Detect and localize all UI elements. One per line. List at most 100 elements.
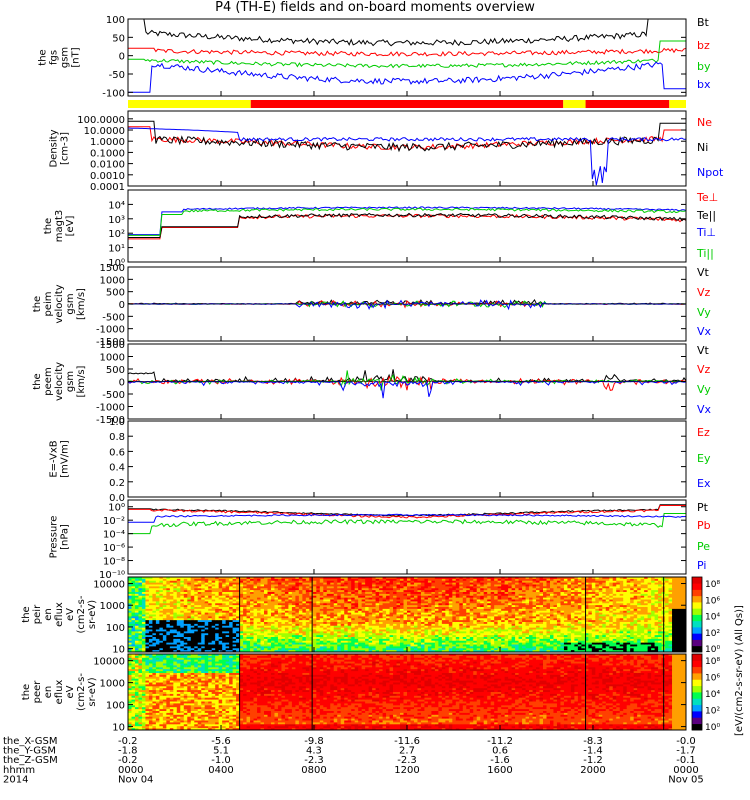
- heatmap-cell: [131, 588, 136, 591]
- heatmap-cell: [277, 631, 282, 634]
- heatmap-cell: [413, 620, 418, 623]
- heatmap-cell: [462, 638, 467, 642]
- heatmap-cell: [532, 601, 537, 604]
- heatmap-cell: [459, 625, 464, 629]
- heatmap-cell: [183, 646, 188, 649]
- heatmap-cell: [267, 593, 272, 597]
- heatmap-cell: [358, 607, 363, 610]
- heatmap-cell: [208, 603, 213, 606]
- heatmap-cell: [480, 610, 485, 614]
- heatmap-cell: [469, 603, 474, 606]
- heatmap-cell: [494, 650, 499, 653]
- heatmap-cell: [372, 603, 377, 606]
- heatmap-cell: [264, 623, 268, 627]
- heatmap-cell: [389, 642, 394, 645]
- heatmap-cell: [211, 588, 216, 591]
- heatmap-cell: [490, 640, 495, 644]
- heatmap-cell: [438, 601, 443, 604]
- heatmap-cell: [466, 612, 471, 615]
- heatmap-cell: [473, 586, 478, 589]
- heatmap-cell: [389, 588, 394, 591]
- heatmap-cell: [532, 586, 537, 589]
- heatmap-cell: [274, 631, 279, 634]
- heatmap-cell: [379, 644, 383, 647]
- heatmap-cell: [354, 588, 359, 591]
- heatmap-cell: [518, 625, 523, 629]
- heatmap-cell: [173, 608, 178, 612]
- heatmap-cell: [253, 590, 258, 593]
- heatmap-cell: [169, 608, 174, 612]
- heatmap-cell: [180, 614, 185, 617]
- heatmap-cell: [522, 627, 526, 630]
- heatmap-cell: [267, 638, 272, 642]
- heatmap-cell: [417, 590, 422, 593]
- heatmap-cell: [490, 629, 495, 632]
- heatmap-cell: [267, 608, 272, 612]
- heatmap-cell: [134, 608, 139, 612]
- heatmap-cell: [316, 623, 321, 627]
- heatmap-cell: [382, 631, 387, 634]
- heatmap-cell: [455, 642, 460, 645]
- heatmap-cell: [424, 635, 429, 638]
- heatmap-cell: [501, 648, 506, 651]
- heatmap-cell: [501, 623, 506, 627]
- heatmap-cell: [134, 599, 139, 602]
- heatmap-cell: [183, 599, 188, 602]
- heatmap-cell: [173, 605, 178, 608]
- panel-5: [127, 343, 687, 420]
- heatmap-cell: [246, 582, 251, 585]
- heatmap-cell: [459, 627, 464, 630]
- heatmap-cell: [138, 603, 143, 606]
- heatmap-cell: [389, 597, 394, 600]
- heatmap-cell: [494, 582, 499, 585]
- heatmap-cell: [138, 642, 143, 645]
- heatmap-cell: [452, 610, 457, 614]
- heatmap-cell: [229, 614, 234, 617]
- legend-Npot: Npot: [697, 166, 724, 179]
- heatmap-cell: [501, 631, 506, 634]
- heatmap-cell: [215, 625, 220, 629]
- heatmap-cell: [529, 623, 533, 627]
- heatmap-cell: [448, 627, 453, 630]
- heatmap-cell: [169, 607, 174, 610]
- heatmap-cell: [152, 580, 157, 584]
- heatmap-cell: [187, 607, 192, 610]
- heatmap-cell: [257, 627, 261, 630]
- heatmap-cell: [344, 586, 349, 589]
- y-tick-label: -500: [102, 390, 125, 401]
- heatmap-cell: [466, 607, 471, 610]
- heatmap-cell: [494, 595, 499, 599]
- heatmap-cell: [448, 646, 453, 649]
- heatmap-cell: [497, 610, 502, 614]
- heatmap-cell: [194, 633, 199, 636]
- heatmap-cell: [291, 612, 296, 615]
- heatmap-cell: [351, 618, 356, 621]
- heatmap-cell: [298, 578, 303, 582]
- y-tick-label: 10⁰: [108, 503, 125, 514]
- heatmap-cell: [190, 614, 195, 617]
- heatmap-cell: [445, 607, 450, 610]
- heatmap-cell: [246, 629, 251, 632]
- heatmap-cell: [319, 629, 324, 632]
- heatmap-cell: [190, 595, 195, 599]
- heatmap-cell: [529, 612, 533, 615]
- heatmap-cell: [452, 635, 457, 638]
- heatmap-cell: [250, 584, 254, 587]
- heatmap-cell: [326, 648, 331, 651]
- heatmap-cell: [431, 625, 436, 629]
- heatmap-cell: [138, 588, 143, 591]
- heatmap-cell: [201, 610, 206, 614]
- heatmap-cell: [319, 578, 324, 582]
- series-line-Vx: [127, 380, 687, 399]
- heatmap-cell: [452, 605, 457, 608]
- heatmap-cell: [400, 633, 404, 636]
- heatmap-cell: [239, 623, 244, 627]
- heatmap-cell: [403, 638, 408, 642]
- heatmap-cell: [225, 616, 230, 619]
- heatmap-cell: [218, 605, 223, 608]
- heatmap-cell: [183, 635, 188, 638]
- heatmap-cell: [473, 631, 478, 634]
- heatmap-cell: [473, 627, 478, 630]
- heatmap-cell: [427, 608, 432, 612]
- heatmap-cell: [326, 614, 331, 617]
